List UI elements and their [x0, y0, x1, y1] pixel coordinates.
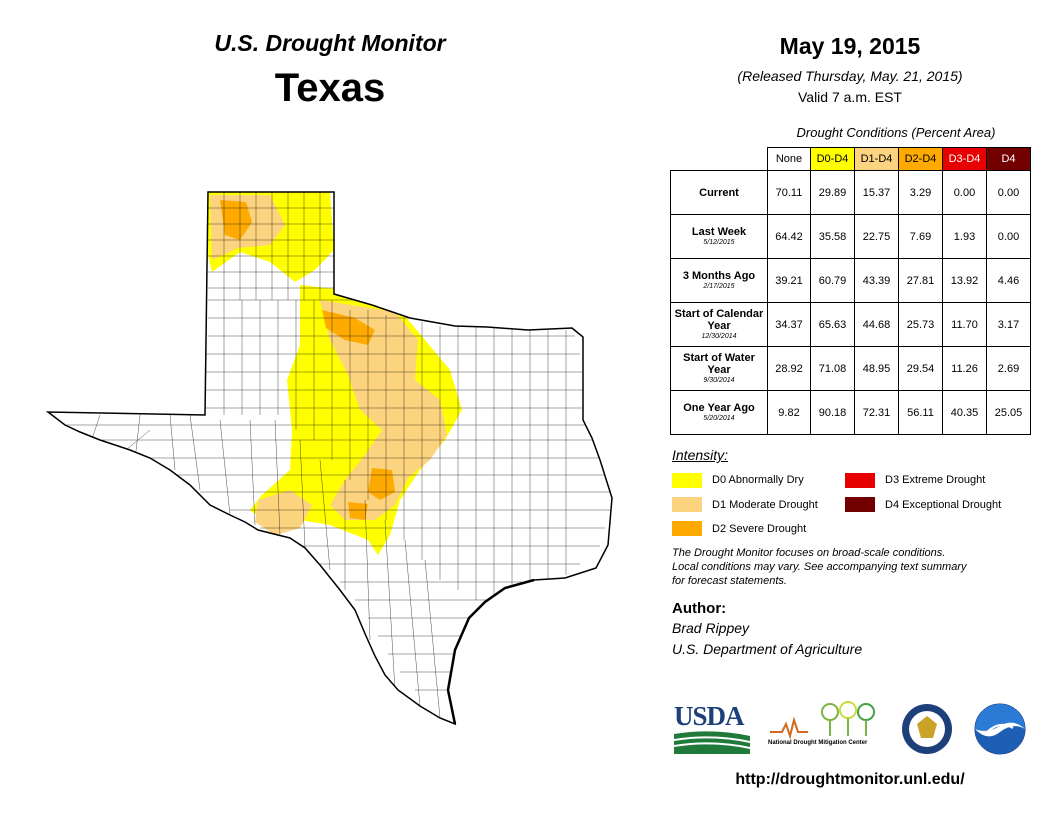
table-cell: 0.00: [986, 170, 1031, 215]
legend-title: Intensity:: [672, 447, 729, 463]
table-caption: Drought Conditions (Percent Area): [796, 125, 996, 140]
author-name: Brad Rippey: [672, 620, 750, 636]
table-cell: 13.92: [942, 258, 987, 303]
texas-drought-map: [45, 191, 613, 726]
table-row: One Year Ago 5/20/2014 9.82 90.18 72.31 5…: [670, 390, 1031, 435]
table-cell: 3.29: [898, 170, 943, 215]
d2-area-hill-country: [348, 502, 368, 520]
row-date: 12/30/2014: [701, 333, 737, 340]
table-cell: 34.37: [767, 302, 811, 347]
website-link[interactable]: http://droughtmonitor.unl.edu/: [735, 771, 965, 788]
table-cell: 64.42: [767, 214, 811, 259]
col-header-d0-d4: D0-D4: [810, 147, 855, 171]
legend-swatch-d4: [845, 497, 875, 512]
row-label: 3 Months Ago 2/17/2015: [670, 258, 768, 303]
row-date: 9/30/2014: [703, 377, 735, 384]
table-cell: 15.37: [854, 170, 899, 215]
table-cell: 0.00: [986, 214, 1031, 259]
ndmc-logo: National Drought Mitigation Center: [768, 700, 886, 756]
map-date: May 19, 2015: [779, 33, 921, 59]
table-cell: 27.81: [898, 258, 943, 303]
table-cell: 40.35: [942, 390, 987, 435]
table-cell: 22.75: [854, 214, 899, 259]
table-cell: 11.70: [942, 302, 987, 347]
table-cell: 25.73: [898, 302, 943, 347]
col-header-d2-d4: D2-D4: [898, 147, 943, 171]
drought-conditions-table: None D0-D4 D1-D4 D2-D4 D3-D4 D4 Current …: [670, 147, 1031, 435]
row-label: Current: [670, 170, 768, 215]
table-corner: [671, 148, 768, 171]
disclaimer-note: The Drought Monitor focuses on broad-sca…: [672, 547, 967, 587]
table-row: Current 70.11 29.89 15.37 3.29 0.00 0.00: [670, 170, 1031, 215]
table-cell: 29.54: [898, 346, 943, 391]
release-date: (Released Thursday, May. 21, 2015): [737, 68, 963, 84]
d2-area-panhandle: [220, 200, 252, 240]
col-header-d1-d4: D1-D4: [854, 147, 899, 171]
row-label: One Year Ago 5/20/2014: [670, 390, 768, 435]
table-cell: 25.05: [986, 390, 1031, 435]
table-cell: 72.31: [854, 390, 899, 435]
col-header-none: None: [767, 147, 811, 171]
table-cell: 28.92: [767, 346, 811, 391]
table-cell: 44.68: [854, 302, 899, 347]
legend-label-d0: D0 Abnormally Dry: [712, 474, 804, 486]
state-name: Texas: [274, 66, 386, 110]
table-cell: 1.93: [942, 214, 987, 259]
legend-swatch-d0: [672, 473, 702, 488]
row-date: 5/20/2014: [703, 415, 735, 422]
table-cell: 2.69: [986, 346, 1031, 391]
legend-swatch-d1: [672, 497, 702, 512]
table-cell: 56.11: [898, 390, 943, 435]
legend-label-d4: D4 Exceptional Drought: [885, 499, 1002, 511]
table-cell: 35.58: [810, 214, 855, 259]
doc-seal-icon: [902, 704, 952, 754]
table-cell: 11.26: [942, 346, 987, 391]
table-cell: 70.11: [767, 170, 811, 215]
d1-area-west: [255, 490, 312, 535]
legend-label-d3: D3 Extreme Drought: [885, 474, 986, 486]
table-cell: 71.08: [810, 346, 855, 391]
row-label: Start of Water Year 9/30/2014: [670, 346, 768, 391]
table-header-row: None D0-D4 D1-D4 D2-D4 D3-D4 D4: [671, 147, 1031, 171]
legend-label-d1: D1 Moderate Drought: [712, 499, 818, 511]
table-row: 3 Months Ago 2/17/2015 39.21 60.79 43.39 …: [670, 258, 1031, 303]
legend-swatch-d3: [845, 473, 875, 488]
valid-time: Valid 7 a.m. EST: [797, 89, 902, 105]
table-cell: 90.18: [810, 390, 855, 435]
map-title: U.S. Drought Monitor: [214, 30, 446, 56]
d1-area-central: [320, 300, 447, 520]
table-row: Start of Calendar Year 12/30/2014 34.37 6…: [670, 302, 1031, 347]
row-date: 5/12/2015: [703, 239, 735, 246]
col-header-d3-d4: D3-D4: [942, 147, 987, 171]
table-cell: 29.89: [810, 170, 855, 215]
table-cell: 0.00: [942, 170, 987, 215]
row-label: Start of Calendar Year 12/30/2014: [670, 302, 768, 347]
table-cell: 3.17: [986, 302, 1031, 347]
row-label: Last Week 5/12/2015: [670, 214, 768, 259]
table-cell: 39.21: [767, 258, 811, 303]
table-row: Start of Water Year 9/30/2014 28.92 71.08…: [670, 346, 1031, 391]
legend-label-d2: D2 Severe Drought: [712, 523, 807, 535]
col-header-d4: D4: [986, 147, 1031, 171]
table-cell: 65.63: [810, 302, 855, 347]
table-cell: 9.82: [767, 390, 811, 435]
legend-swatch-d2: [672, 521, 702, 536]
author-heading: Author:: [672, 600, 727, 617]
table-cell: 48.95: [854, 346, 899, 391]
table-cell: 43.39: [854, 258, 899, 303]
usda-logo: USDA: [674, 702, 750, 754]
table-cell: 7.69: [898, 214, 943, 259]
table-cell: 4.46: [986, 258, 1031, 303]
table-cell: 60.79: [810, 258, 855, 303]
table-row: Last Week 5/12/2015 64.42 35.58 22.75 7.6…: [670, 214, 1031, 259]
noaa-logo-icon: [974, 703, 1026, 755]
author-organization: U.S. Department of Agriculture: [672, 641, 863, 657]
row-date: 2/17/2015: [703, 283, 735, 290]
